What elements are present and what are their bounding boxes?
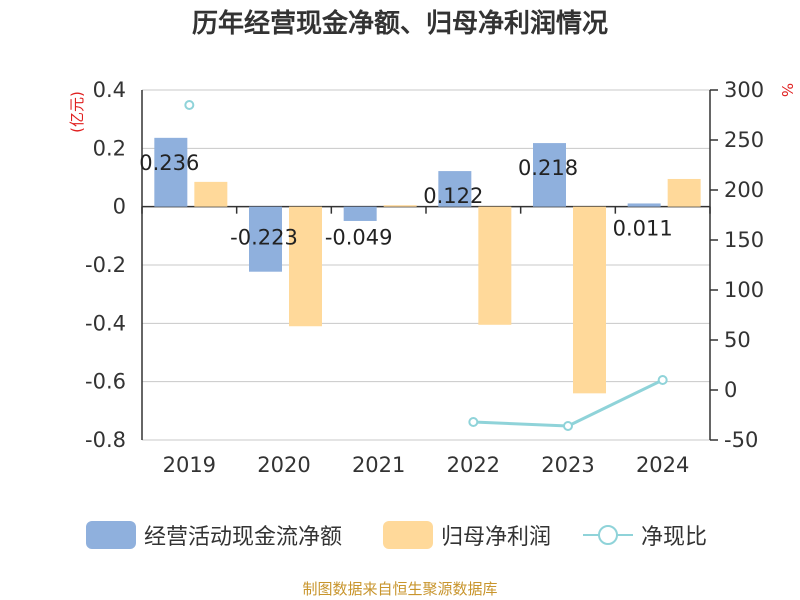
x-tick-label: 2020 <box>257 453 310 477</box>
y-right-tick-label: 150 <box>724 228 764 252</box>
ratio-point <box>563 421 573 431</box>
y-left-tick-label: 0.2 <box>93 136 126 160</box>
gridlines <box>142 89 710 441</box>
y-right-tick-label: 100 <box>724 278 764 302</box>
bar-cashflow <box>533 143 566 207</box>
legend-label-cash-ratio: 净现比 <box>641 525 708 550</box>
y-right-tick-label: 200 <box>724 178 764 202</box>
data-label-cashflow: 0.011 <box>613 216 673 240</box>
data-label-cashflow: 0.218 <box>518 156 578 180</box>
legend-item-net-profit[interactable]: 归母净利润 <box>383 518 551 552</box>
legend-item-cash-ratio[interactable]: 净现比 <box>583 518 707 552</box>
y-left-tick-label: -0.8 <box>85 428 126 452</box>
source-note: 制图数据来自恒生聚源数据库 <box>302 580 498 598</box>
ratio-line-segment <box>473 420 569 428</box>
y-right-tick-label: 50 <box>724 328 751 352</box>
legend-label-cashflow: 经营活动现金流净额 <box>144 525 343 550</box>
bar-cashflow <box>249 206 282 272</box>
data-label-cashflow: -0.049 <box>325 226 393 250</box>
y-right-tick-label: 0 <box>724 378 737 402</box>
legend: 经营活动现金流净额 归母净利润 净现比 <box>0 518 800 552</box>
y-right-axis-title: % <box>778 83 796 97</box>
legend-line-symbol <box>583 521 633 549</box>
y-left-tick-label: -0.6 <box>85 370 126 394</box>
bar-net-profit <box>194 181 228 207</box>
x-tick-label: 2023 <box>541 453 594 477</box>
bar-net-profit <box>667 178 701 207</box>
data-label-cashflow: 0.122 <box>423 184 483 208</box>
y-left-axis-title: (亿元) <box>68 91 86 133</box>
x-tick-label: 2021 <box>352 453 405 477</box>
bar-net-profit <box>383 205 417 207</box>
x-tick-label: 2024 <box>636 453 689 477</box>
y-right-tick-label: -50 <box>724 428 758 452</box>
bar-cashflow <box>438 171 472 207</box>
y-left-tick-label: -0.4 <box>85 311 126 335</box>
bar-net-profit <box>289 206 322 327</box>
y-left-tick-label: 0 <box>113 195 126 219</box>
legend-item-cashflow[interactable]: 经营活动现金流净额 <box>86 518 342 552</box>
legend-swatch-cashflow <box>86 521 136 549</box>
ratio-line <box>184 100 668 431</box>
ratio-point <box>468 417 479 427</box>
ratio-line-segment <box>567 378 664 428</box>
bar-cashflow <box>343 206 377 221</box>
data-label-cashflow: -0.223 <box>230 226 298 250</box>
bar-net-profit <box>478 206 512 325</box>
ratio-point <box>184 100 195 110</box>
ratio-point <box>657 375 668 385</box>
y-left-tick-label: 0.4 <box>93 78 126 102</box>
y-right-tick-label: 300 <box>724 78 764 102</box>
labels: 0.4 0.2 0 -0.2 -0.4 -0.6 -0.8 300 250 200 150 100 50… <box>68 78 796 477</box>
x-tick-label: 2019 <box>163 453 216 477</box>
y-left-tick-label: -0.2 <box>85 253 126 277</box>
bar-cashflow <box>627 203 661 207</box>
axes <box>141 89 718 441</box>
data-label-cashflow: 0.236 <box>139 151 199 175</box>
bar-net-profit <box>573 206 606 394</box>
legend-swatch-net-profit <box>383 521 433 549</box>
y-right-tick-label: 250 <box>724 128 764 152</box>
legend-label-net-profit: 归母净利润 <box>441 525 552 550</box>
bars <box>154 137 701 394</box>
x-tick-label: 2022 <box>447 453 500 477</box>
bar-cashflow <box>154 137 188 207</box>
chart-title: 历年经营现金净额、归母净利润情况 <box>191 9 608 39</box>
